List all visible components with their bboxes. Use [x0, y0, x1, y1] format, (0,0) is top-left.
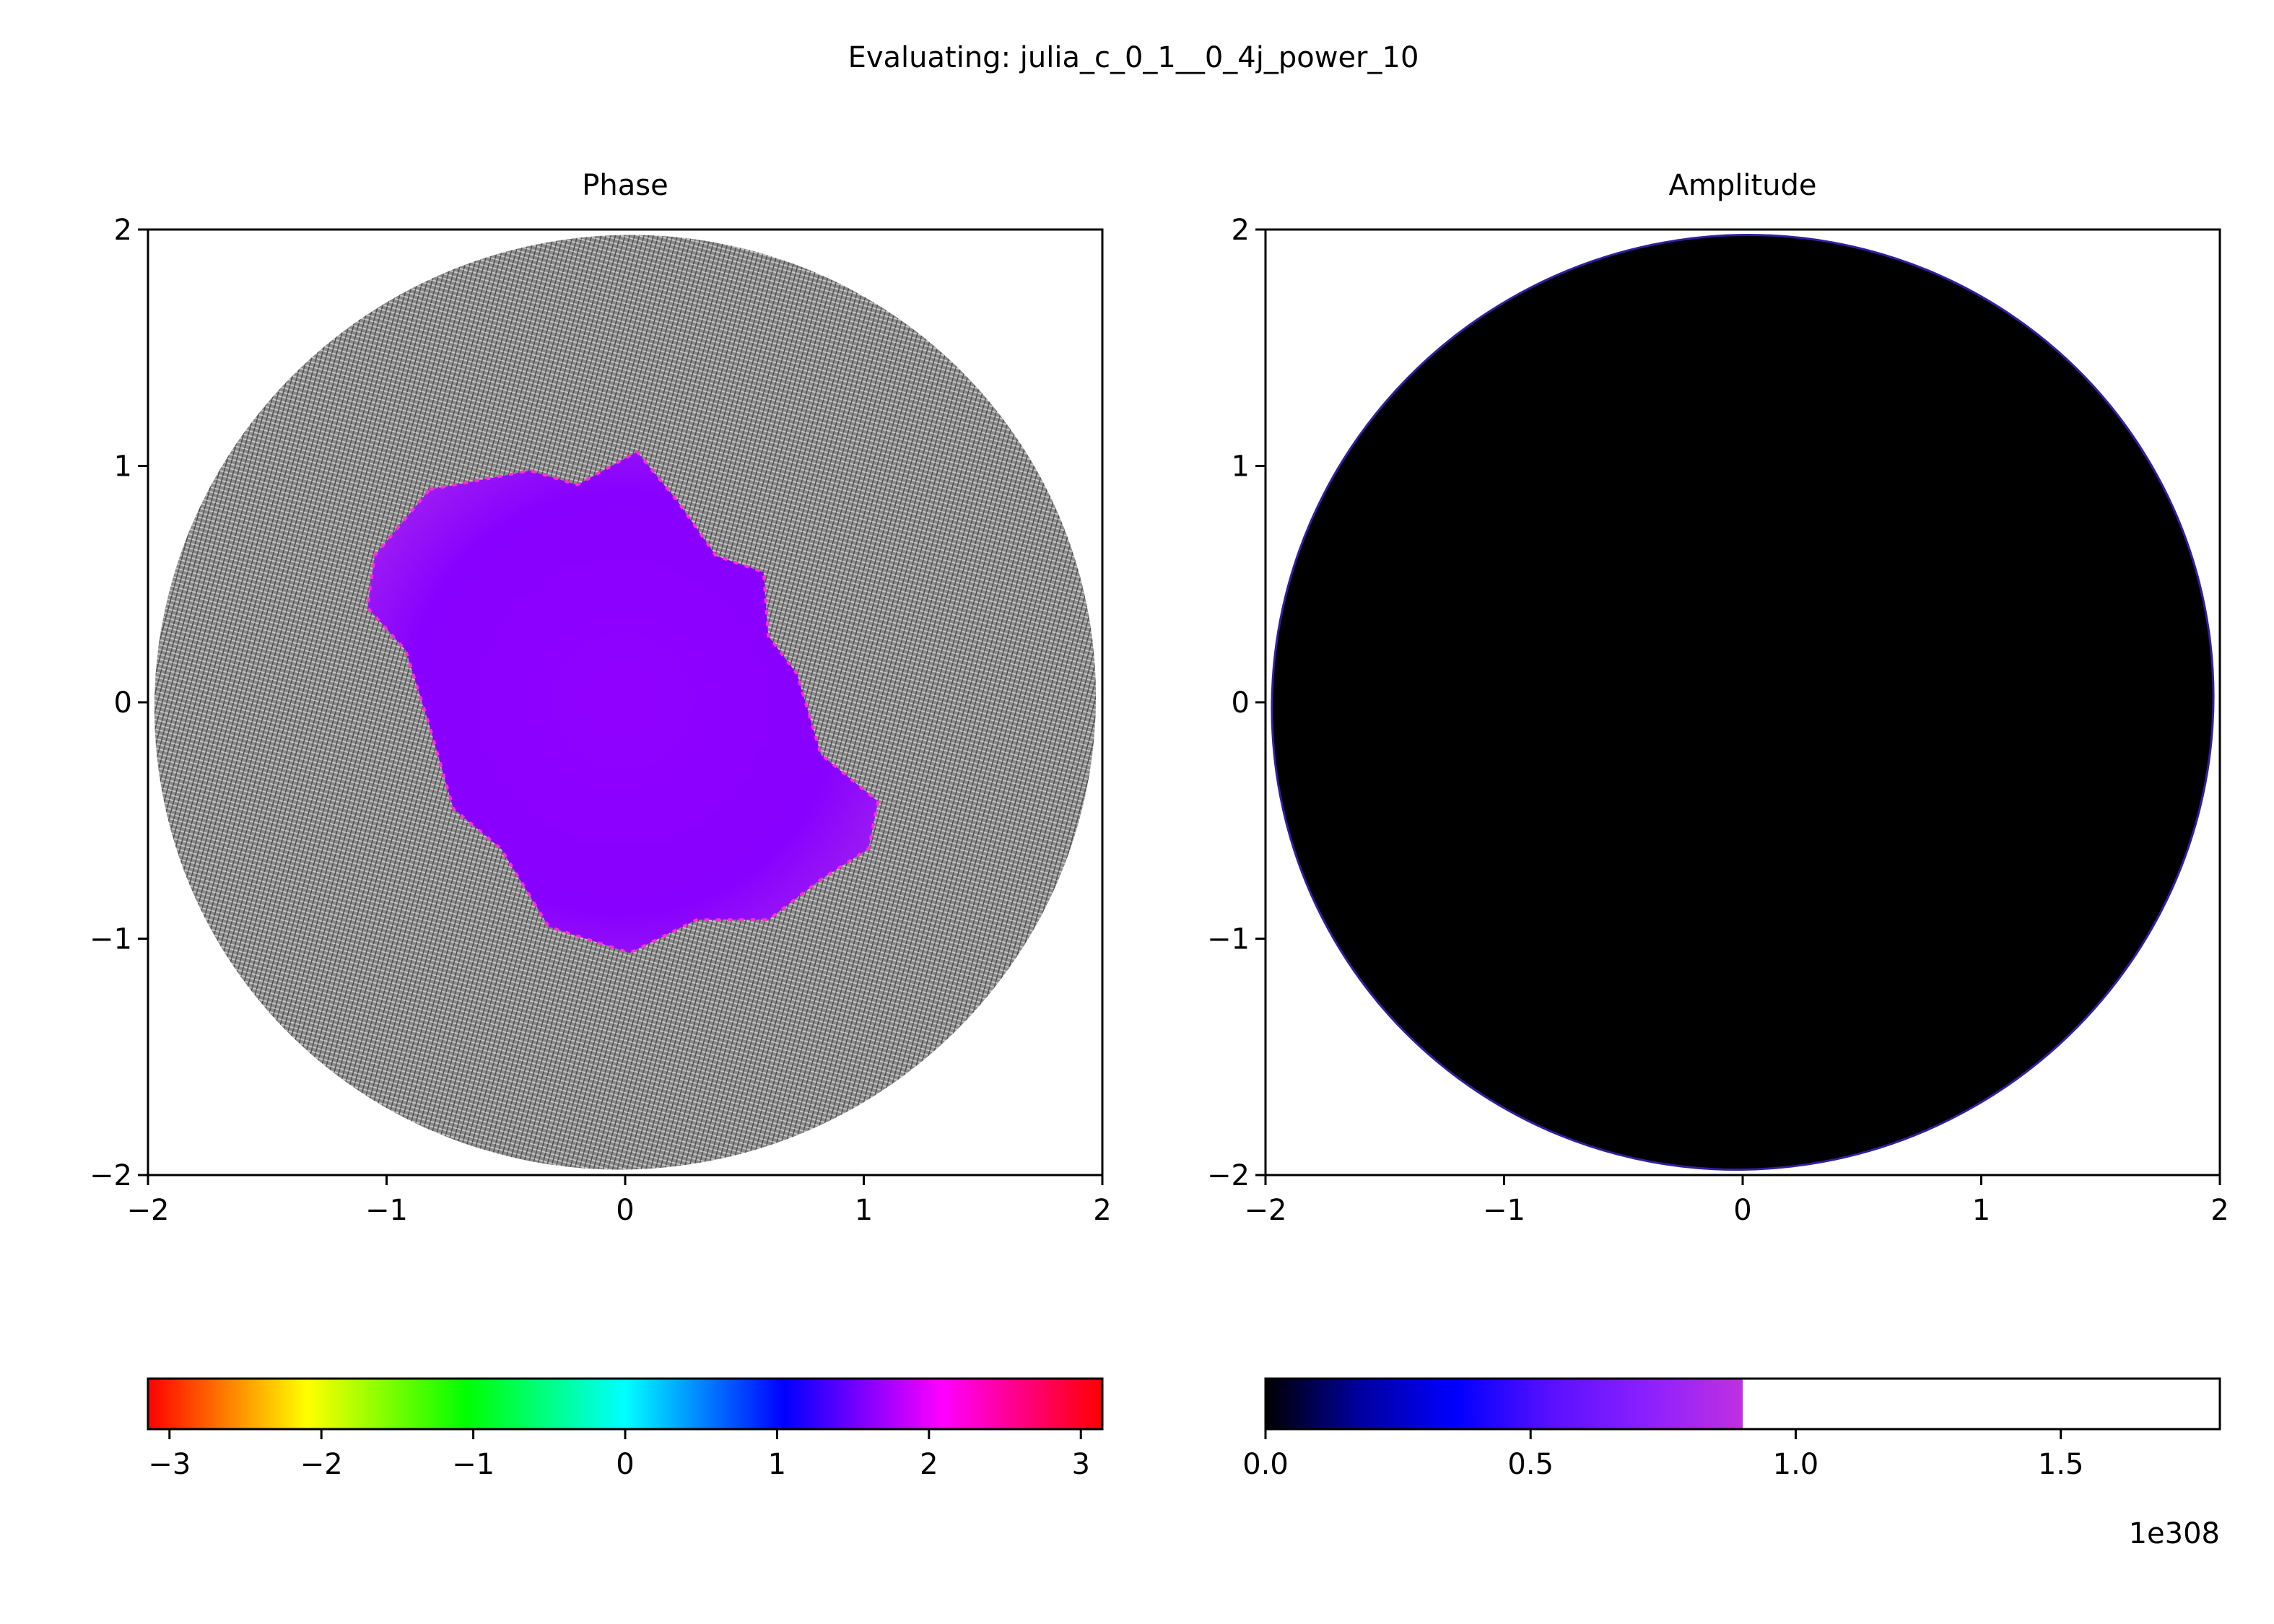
phase-y-axis: −2 −1 0 1 2	[90, 214, 148, 1192]
amplitude-colorbar-tick-label: 0.0	[1242, 1448, 1289, 1481]
phase-colorbar-tick-label: −2	[300, 1448, 343, 1481]
phase-title: Phase	[582, 169, 668, 202]
phase-xtick-label: −2	[127, 1194, 170, 1227]
phase-ytick-label: −1	[90, 923, 132, 956]
amplitude-ytick-label: −2	[1207, 1159, 1250, 1192]
amplitude-ytick-label: 1	[1232, 450, 1250, 484]
phase-colorbar-tick-label: −3	[148, 1448, 191, 1481]
phase-colorbar-tick-label: 0	[616, 1448, 634, 1481]
phase-colorbar-tick-label: 2	[920, 1448, 938, 1481]
amplitude-xtick-label: 2	[2210, 1194, 2229, 1227]
phase-xtick-label: 0	[616, 1194, 634, 1227]
phase-x-axis: −2 −1 0 1 2	[127, 1175, 1112, 1227]
phase-plot-area	[154, 235, 1097, 1170]
amplitude-colorbar-offset: 1e308	[2129, 1517, 2220, 1550]
figure-suptitle: Evaluating: julia_c_0_1__0_4j_power_10	[848, 41, 1419, 74]
phase-ytick-label: 2	[114, 214, 132, 247]
phase-xtick-label: −1	[365, 1194, 408, 1227]
amplitude-ytick-label: −1	[1207, 923, 1250, 956]
amplitude-escape-region	[1271, 234, 2215, 1171]
phase-ytick-label: 0	[114, 686, 132, 720]
phase-panel: Phase −2 −1 0 1 2 −2 −1 0 1 2	[90, 169, 1112, 1227]
phase-colorbar-tick-label: 3	[1071, 1448, 1089, 1481]
phase-ytick-label: 1	[114, 450, 132, 484]
amplitude-colorbar-fill	[1265, 1379, 1743, 1429]
amplitude-xtick-label: 0	[1733, 1194, 1751, 1227]
amplitude-ytick-label: 2	[1232, 214, 1250, 247]
amplitude-colorbar-tick-label: 1.5	[2038, 1448, 2084, 1481]
amplitude-xtick-label: 1	[1972, 1194, 1990, 1227]
amplitude-colorbar-tick-label: 1.0	[1773, 1448, 1819, 1481]
phase-julia-interior	[365, 450, 880, 955]
amplitude-xtick-label: −1	[1483, 1194, 1525, 1227]
amplitude-colorbar: 0.0 0.5 1.0 1.5 1e308	[1242, 1377, 2221, 1550]
phase-colorbar: −3 −2 −1 0 1 2 3	[147, 1377, 1104, 1481]
phase-colorbar-tick-label: −1	[452, 1448, 495, 1481]
amplitude-panel: Amplitude −2 −1 0 1 2 −2 −1 0 1 2	[1207, 169, 2229, 1227]
amplitude-xtick-label: −2	[1245, 1194, 1287, 1227]
amplitude-plot-area	[1271, 234, 2215, 1171]
phase-colorbar-tick-label: 1	[768, 1448, 786, 1481]
amplitude-title: Amplitude	[1669, 169, 1817, 202]
amplitude-y-axis: −2 −1 0 1 2	[1207, 214, 1265, 1192]
phase-xtick-label: 2	[1093, 1194, 1111, 1227]
phase-colorbar-bar	[147, 1377, 1104, 1431]
amplitude-colorbar-ticks: 0.0 0.5 1.0 1.5	[1242, 1429, 2083, 1481]
amplitude-colorbar-tick-label: 0.5	[1507, 1448, 1554, 1481]
amplitude-x-axis: −2 −1 0 1 2	[1245, 1175, 2229, 1227]
amplitude-colorbar-frame	[1264, 1377, 2221, 1431]
phase-xtick-label: 1	[855, 1194, 873, 1227]
amplitude-ytick-label: 0	[1232, 686, 1250, 720]
phase-ytick-label: −2	[90, 1159, 132, 1192]
phase-colorbar-ticks: −3 −2 −1 0 1 2 3	[148, 1429, 1090, 1481]
